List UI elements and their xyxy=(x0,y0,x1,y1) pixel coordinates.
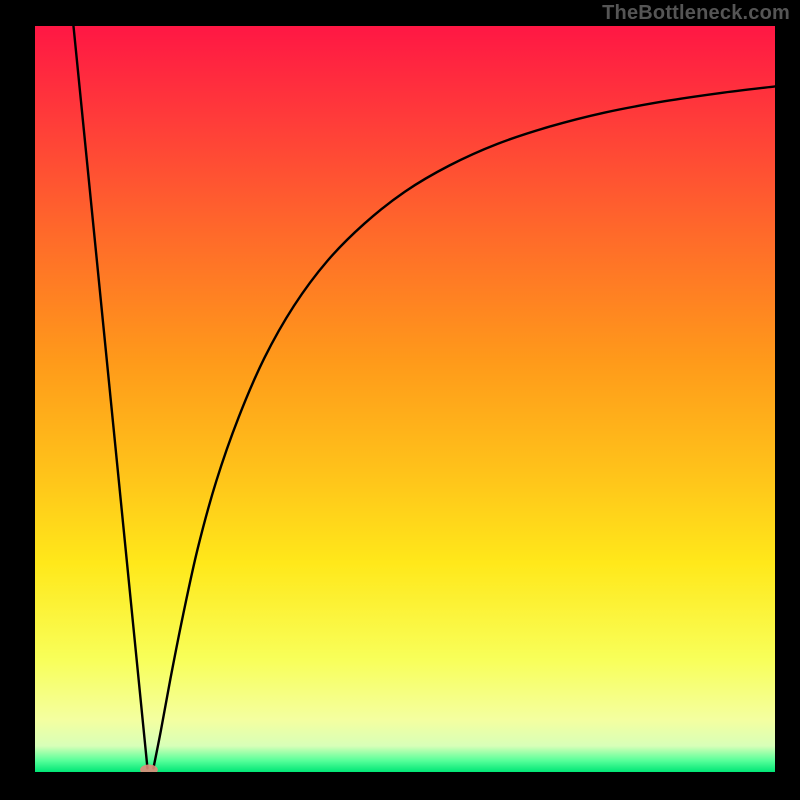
chart-frame: TheBottleneck.com xyxy=(0,0,800,800)
plot-area xyxy=(35,26,775,772)
bottleneck-chart xyxy=(35,26,775,772)
gradient-background xyxy=(35,26,775,772)
watermark-text: TheBottleneck.com xyxy=(602,2,790,25)
